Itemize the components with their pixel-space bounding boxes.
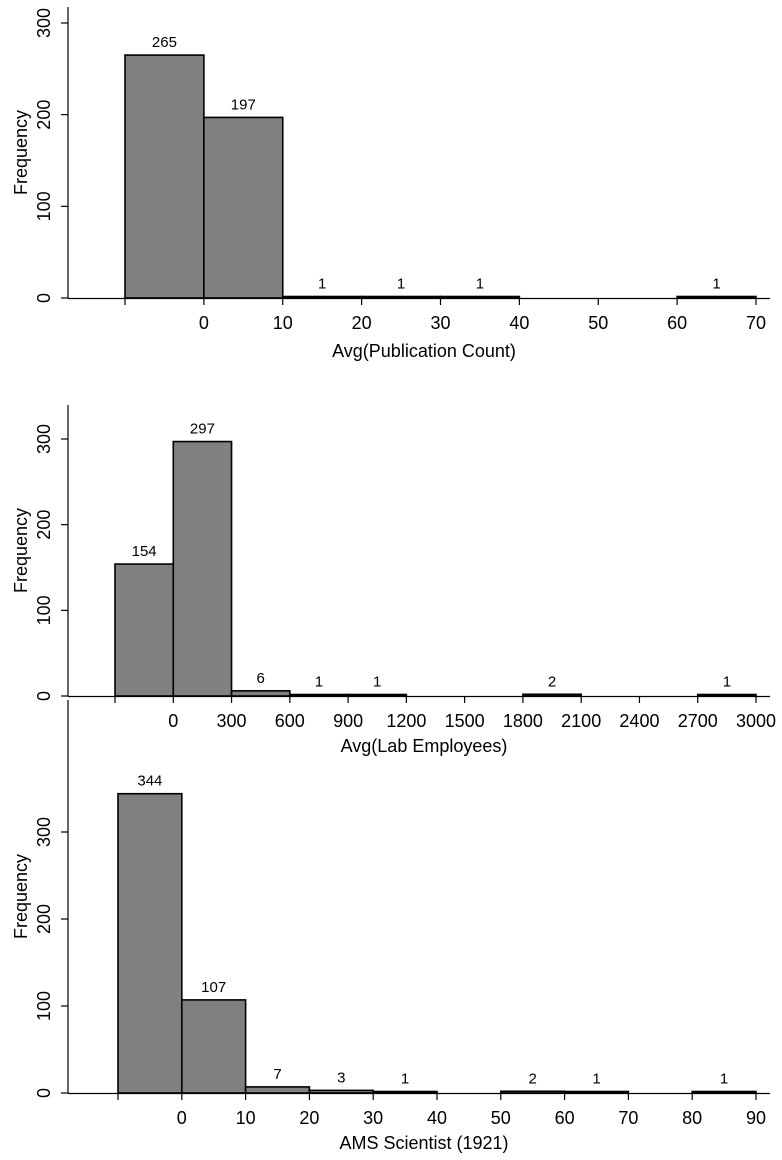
x-axis-title: Avg(Lab Employees) bbox=[341, 736, 508, 756]
x-tick-label: 0 bbox=[199, 313, 209, 333]
histogram-bar bbox=[676, 295, 757, 299]
histogram-bar bbox=[289, 693, 349, 697]
histogram-bar bbox=[117, 792, 183, 1094]
x-tick-label: 60 bbox=[667, 313, 687, 333]
x-tick-label: 40 bbox=[509, 313, 529, 333]
histogram-bar bbox=[230, 690, 291, 697]
x-tick-label: 20 bbox=[352, 313, 372, 333]
bar-count-label: 265 bbox=[152, 34, 177, 51]
x-tick-label: 2100 bbox=[561, 711, 601, 731]
bar-count-label: 2 bbox=[548, 673, 556, 690]
y-axis-title: Frequency bbox=[11, 508, 31, 593]
histogram-panel-1: 0 100 200 300 Frequency 0 10 20 30 40 50 60 70 265 197… bbox=[11, 7, 770, 361]
x-tick-label: 70 bbox=[746, 313, 766, 333]
histogram-bar bbox=[372, 1090, 438, 1094]
bar-count-label: 2 bbox=[529, 1070, 537, 1087]
histogram-bar bbox=[563, 1090, 630, 1094]
x-tick-label: 2700 bbox=[678, 711, 718, 731]
bar-count-label: 1 bbox=[712, 276, 720, 293]
x-tick-label: 40 bbox=[427, 1108, 447, 1128]
bar-count-label: 107 bbox=[201, 979, 226, 996]
x-tick-label: 60 bbox=[555, 1108, 575, 1128]
y-tick-label: 100 bbox=[34, 991, 54, 1021]
x-tick-label: 10 bbox=[273, 313, 293, 333]
y-tick-label: 100 bbox=[34, 595, 54, 625]
bar-count-label: 1 bbox=[592, 1071, 600, 1088]
y-tick-label: 300 bbox=[34, 817, 54, 847]
bar-count-label: 154 bbox=[132, 543, 157, 560]
bar-count-label: 344 bbox=[137, 773, 162, 790]
bar-count-label: 6 bbox=[257, 670, 265, 687]
x-tick-label: 2400 bbox=[619, 711, 659, 731]
y-tick-label: 0 bbox=[34, 1088, 54, 1098]
y-tick-label: 200 bbox=[34, 510, 54, 540]
bar-count-label: 1 bbox=[401, 1071, 409, 1088]
y-tick-label: 0 bbox=[34, 293, 54, 303]
x-tick-label: 50 bbox=[491, 1108, 511, 1128]
histogram-bar bbox=[114, 563, 175, 697]
x-tick-label: 300 bbox=[217, 711, 247, 731]
y-tick-label: 200 bbox=[34, 100, 54, 130]
bar-count-label: 197 bbox=[231, 96, 256, 113]
histogram-bar bbox=[281, 295, 363, 299]
x-tick-label: 3000 bbox=[736, 711, 776, 731]
bar-count-label: 1 bbox=[397, 276, 405, 293]
histogram-bar bbox=[181, 999, 247, 1094]
bar-count-label: 1 bbox=[318, 276, 326, 293]
bar-count-label: 1 bbox=[720, 1071, 728, 1088]
histogram-bar bbox=[203, 116, 284, 299]
histogram-bar bbox=[347, 693, 408, 697]
histogram-bar bbox=[522, 693, 582, 697]
y-tick-label: 200 bbox=[34, 904, 54, 934]
x-tick-label: 30 bbox=[430, 313, 450, 333]
histogram-bar bbox=[499, 1090, 566, 1094]
histogram-bar bbox=[244, 1086, 311, 1094]
histogram-bar bbox=[308, 1089, 374, 1094]
y-tick-label: 300 bbox=[34, 424, 54, 454]
histogram-bar bbox=[172, 440, 233, 697]
histogram-bar bbox=[439, 295, 521, 299]
x-tick-label: 1800 bbox=[503, 711, 543, 731]
bar-count-label: 3 bbox=[337, 1069, 345, 1086]
histogram-bar bbox=[691, 1090, 757, 1094]
x-tick-label: 30 bbox=[363, 1108, 383, 1128]
y-tick-label: 100 bbox=[34, 191, 54, 221]
histogram-bar bbox=[696, 693, 757, 697]
x-tick-label: 10 bbox=[236, 1108, 256, 1128]
bar-count-label: 1 bbox=[476, 276, 484, 293]
x-tick-label: 0 bbox=[177, 1108, 187, 1128]
x-tick-label: 80 bbox=[682, 1108, 702, 1128]
bar-count-label: 7 bbox=[273, 1066, 281, 1083]
x-tick-label: 90 bbox=[746, 1108, 766, 1128]
x-tick-label: 70 bbox=[618, 1108, 638, 1128]
y-axis-title: Frequency bbox=[11, 854, 31, 939]
x-axis-title: AMS Scientist (1921) bbox=[339, 1133, 508, 1153]
x-axis-title: Avg(Publication Count) bbox=[332, 341, 516, 361]
x-tick-label: 1500 bbox=[445, 711, 485, 731]
x-tick-label: 0 bbox=[168, 711, 178, 731]
bar-count-label: 1 bbox=[373, 674, 381, 691]
y-tick-label: 0 bbox=[34, 691, 54, 701]
histogram-bar bbox=[360, 295, 442, 299]
y-axis-title: Frequency bbox=[11, 110, 31, 195]
histogram-bar bbox=[124, 54, 205, 299]
x-tick-label: 600 bbox=[275, 711, 305, 731]
histogram-panel-2: 0 100 200 300 Frequency 0 300 600 900 1200 1500 180… bbox=[11, 405, 776, 756]
bar-count-label: 297 bbox=[190, 421, 215, 438]
x-tick-label: 20 bbox=[299, 1108, 319, 1128]
x-tick-label: 1200 bbox=[386, 711, 426, 731]
bar-count-label: 1 bbox=[315, 674, 323, 691]
y-tick-label: 300 bbox=[34, 8, 54, 38]
x-tick-label: 900 bbox=[333, 711, 363, 731]
bar-count-label: 1 bbox=[723, 674, 731, 691]
x-tick-label: 50 bbox=[588, 313, 608, 333]
